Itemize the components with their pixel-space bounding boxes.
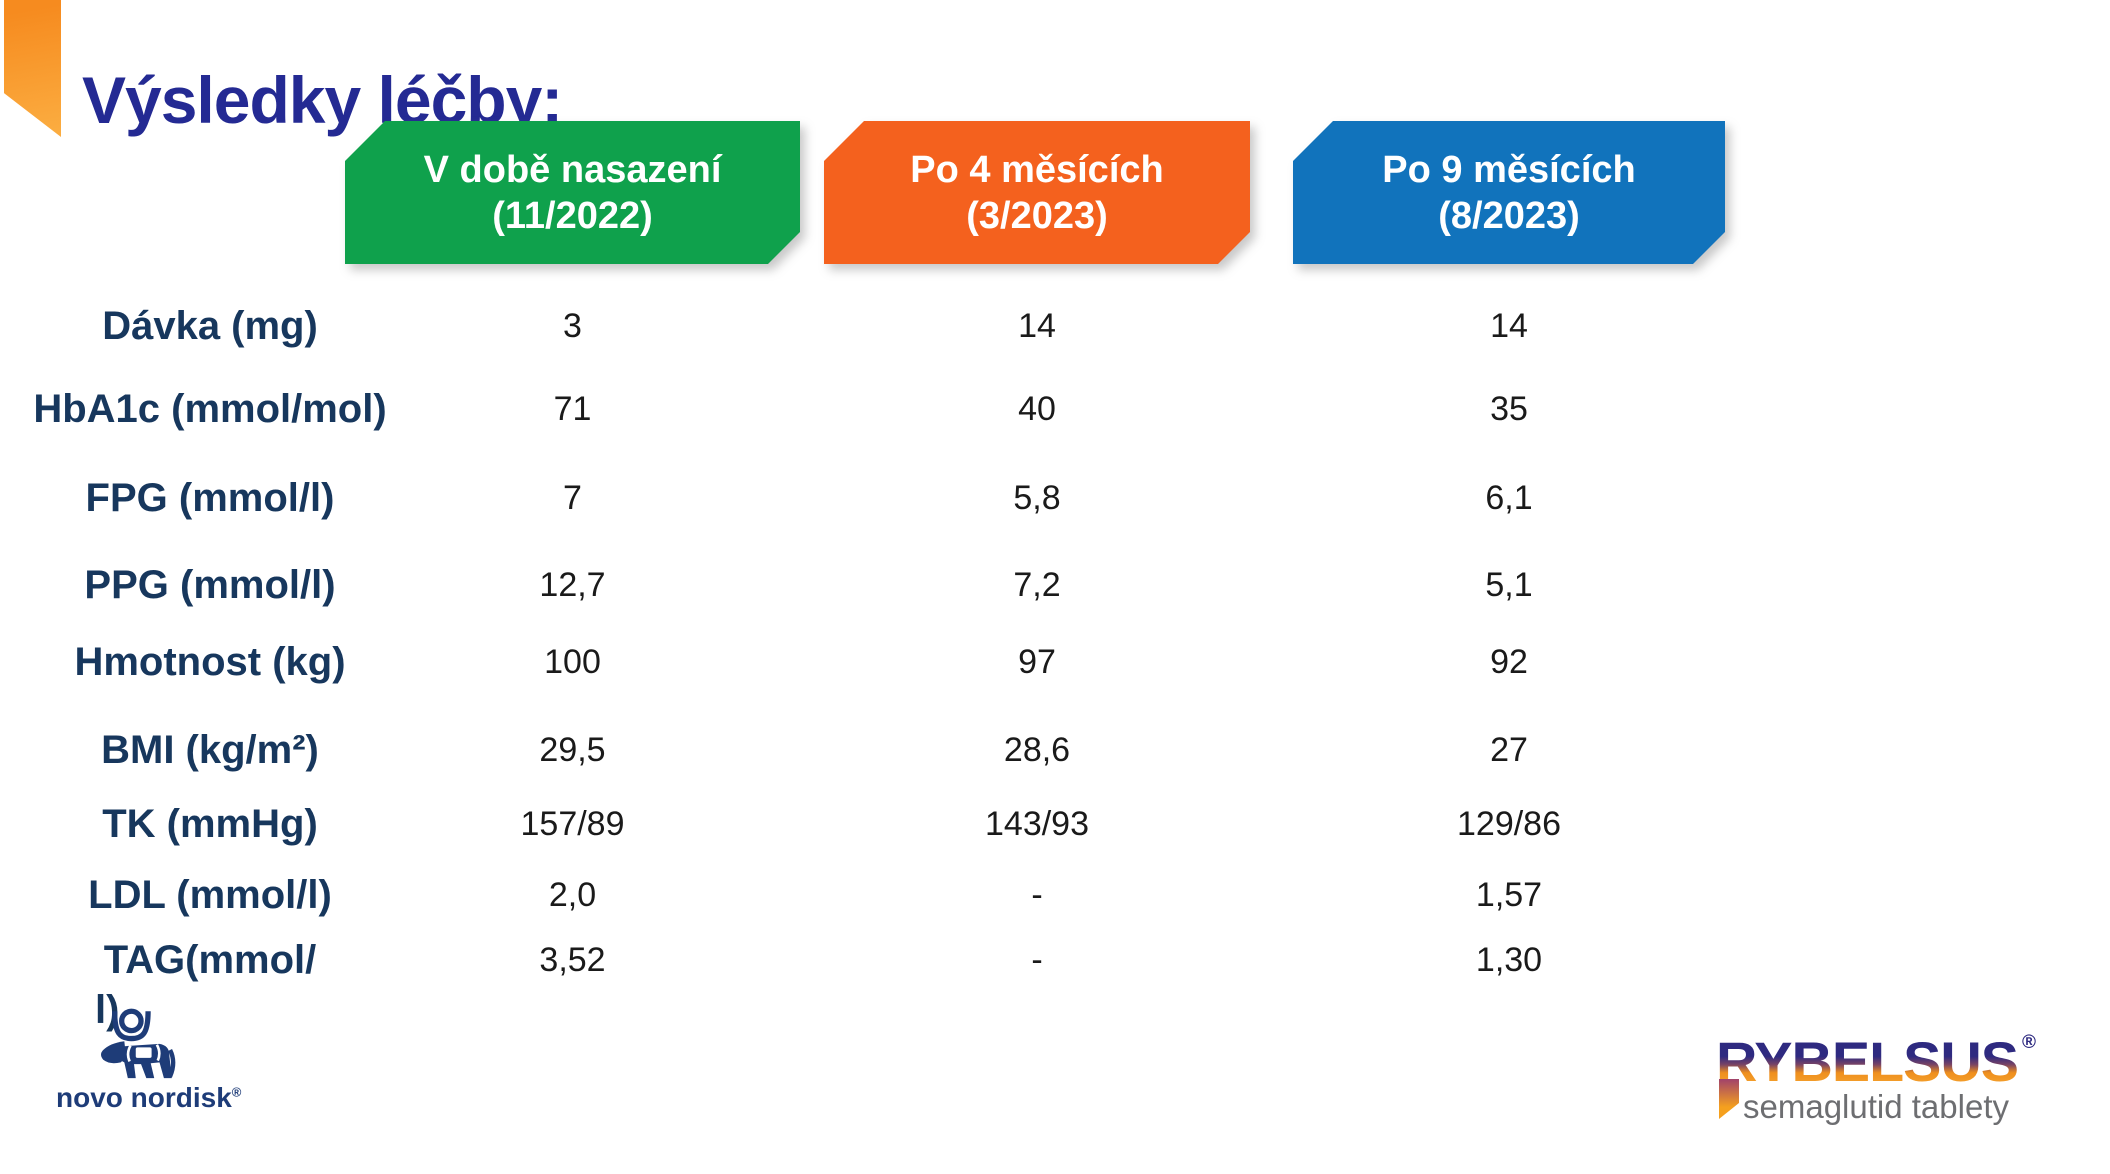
- table-row: FPG (mmol/l) 7 5,8 6,1: [0, 472, 2110, 524]
- row-label: TAG(mmol/ l): [0, 934, 420, 1034]
- row-value-1: 2,0: [548, 876, 597, 914]
- banner-green: V době nasazení (11/2022): [345, 121, 800, 264]
- row-label-line2: l): [95, 988, 120, 1032]
- table-row: TK (mmHg) 157/89 143/93 129/86: [0, 798, 2110, 850]
- row-label: FPG (mmol/l): [85, 476, 335, 520]
- table-row: Dávka (mg) 3 14 14: [0, 300, 2110, 352]
- banner-label: Po 9 měsících: [1382, 149, 1636, 191]
- novo-nordisk-wordmark: novo nordisk®: [56, 1082, 276, 1114]
- registered-mark: ®: [2022, 1032, 2036, 1053]
- row-value-3: 35: [1490, 390, 1528, 428]
- banner-sublabel: (11/2022): [492, 195, 653, 237]
- row-value-2: 40: [1018, 390, 1056, 428]
- column-header-9-months: Po 9 měsících (8/2023): [1293, 121, 1725, 264]
- accent-pennant-shape: [4, 0, 61, 137]
- row-value-1: 157/89: [520, 805, 625, 843]
- table-row: PPG (mmol/l) 12,7 7,2 5,1: [0, 559, 2110, 611]
- column-header-baseline: V době nasazení (11/2022): [345, 121, 800, 264]
- row-value-3: 5,1: [1485, 566, 1533, 604]
- row-value-2: 143/93: [985, 805, 1089, 843]
- row-value-3: 27: [1490, 731, 1528, 769]
- rybelsus-wordmark: RYBELSUS: [1716, 1034, 2018, 1092]
- row-label: TK (mmHg): [102, 802, 318, 846]
- table-row: Hmotnost (kg) 100 97 92: [0, 636, 2110, 688]
- banner-label: Po 4 měsících: [910, 149, 1164, 191]
- row-value-3: 129/86: [1457, 805, 1561, 843]
- row-value-1: 100: [544, 643, 601, 681]
- banner-orange: Po 4 měsících (3/2023): [824, 121, 1250, 264]
- row-value-1: 3,52: [539, 941, 606, 979]
- row-value-3: 1,30: [1475, 941, 1543, 979]
- row-label-line1: TAG(mmol/: [103, 938, 317, 982]
- column-header-4-months: Po 4 měsících (3/2023): [824, 121, 1250, 264]
- row-value-1: 29,5: [539, 731, 606, 769]
- banner-sublabel: (8/2023): [1438, 195, 1580, 237]
- novo-nordisk-label: novo nordisk: [56, 1082, 232, 1113]
- registered-mark: ®: [231, 1084, 242, 1100]
- table-row: TAG(mmol/ l) 3,52 - 1,30: [0, 934, 2110, 1032]
- rybelsus-tagline: semaglutid tablety: [1743, 1088, 2009, 1125]
- table-row: LDL (mmol/l) 2,0 - 1,57: [0, 869, 2110, 921]
- row-value-1: 12,7: [539, 566, 606, 604]
- banner-label: V době nasazení: [423, 149, 722, 191]
- row-value-3: 6,1: [1485, 479, 1533, 517]
- row-value-3: 1,57: [1475, 876, 1543, 914]
- banner-blue: Po 9 měsících (8/2023): [1293, 121, 1725, 264]
- row-value-2: 97: [1018, 643, 1056, 681]
- banner-sublabel: (3/2023): [966, 195, 1108, 237]
- row-label: LDL (mmol/l): [88, 873, 332, 917]
- novo-nordisk-bull-icon: [101, 1008, 176, 1079]
- row-label: Dávka (mg): [102, 304, 318, 348]
- row-label: Hmotnost (kg): [74, 640, 346, 684]
- row-value-1: 71: [553, 390, 592, 428]
- row-value-3: 92: [1490, 643, 1528, 681]
- row-value-2: 7,2: [1013, 566, 1061, 604]
- row-value-2: 5,8: [1013, 479, 1061, 517]
- row-value-3: 14: [1490, 307, 1528, 345]
- row-label: HbA1c (mmol/mol): [33, 387, 387, 431]
- rybelsus-logo: RYBELSUS: [1716, 1034, 2019, 1092]
- table-row: BMI (kg/m²) 29,5 28,6 27: [0, 724, 2110, 776]
- row-value-1: 3: [563, 307, 582, 345]
- row-value-2: -: [1031, 876, 1043, 914]
- row-label: PPG (mmol/l): [84, 563, 336, 607]
- row-value-2: -: [1031, 941, 1043, 979]
- row-value-1: 7: [563, 479, 582, 517]
- row-label: BMI (kg/m²): [101, 728, 319, 772]
- row-value-2: 28,6: [1003, 731, 1071, 769]
- table-row: HbA1c (mmol/mol) 71 40 35: [0, 383, 2110, 435]
- row-value-2: 14: [1018, 307, 1056, 345]
